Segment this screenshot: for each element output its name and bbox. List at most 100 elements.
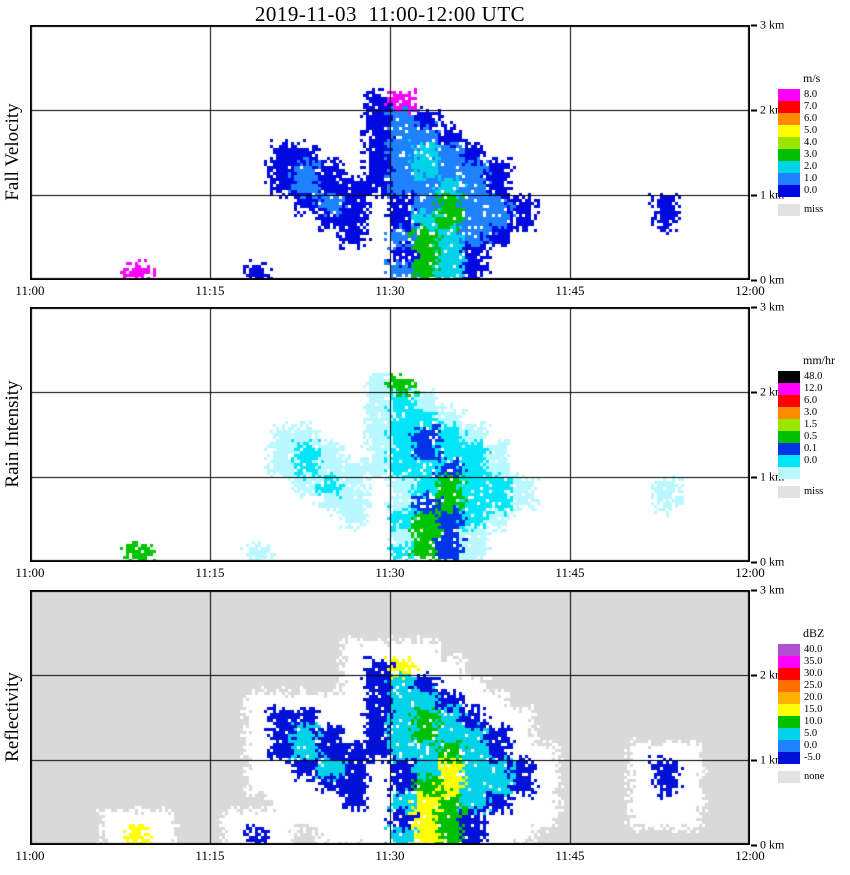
missing-label: miss [804, 204, 824, 215]
panel-rain-intensity: Rain Intensity 3 km 2 km 1 km 0 km 11:00 11:… [0, 300, 850, 592]
legend-swatch [778, 443, 800, 455]
legend-swatch [778, 467, 800, 479]
legend-label: 1.0 [804, 173, 818, 184]
colorbar-missing-entry: none [778, 771, 848, 783]
legend-swatch [778, 704, 800, 716]
colorbar-reflectivity: dBZ 40.0 35.0 30.0 25.0 20.0 15.0 10.0 5.0 0.0 -5… [778, 626, 848, 783]
x-axis-tick-label: 11:30 [375, 565, 405, 580]
legend-swatch [778, 101, 800, 113]
legend-label: 0.0 [804, 455, 818, 466]
x-axis-ticks: 11:00 11:15 11:30 11:45 12:00 [0, 848, 850, 864]
legend-row: 0.0 [778, 740, 848, 752]
y-axis-tick: 3 km [751, 300, 784, 315]
legend-row: 10.0 [778, 716, 848, 728]
y-axis-tick-label: 0 km [760, 554, 785, 569]
colorbar-unit: mm/hr [803, 353, 835, 367]
y-axis-title-fall-velocity: Fall Velocity [2, 103, 23, 201]
legend-label: 2.0 [804, 161, 818, 172]
panel-reflectivity: Reflectivity 3 km 2 km 1 km 0 km 11:00 11:15… [0, 583, 850, 875]
legend-swatch [778, 680, 800, 692]
y-axis-tick-label: 3 km [760, 299, 785, 314]
x-axis-tick-label: 11:30 [375, 848, 405, 863]
legend-label: 6.0 [804, 395, 818, 406]
legend-label: 5.0 [804, 125, 818, 136]
legend-row: 3.0 [778, 407, 848, 419]
colorbar-missing-entry: miss [778, 486, 848, 498]
legend-label: 3.0 [804, 149, 818, 160]
y-axis-title-rain-intensity: Rain Intensity [2, 380, 23, 488]
legend-row: 25.0 [778, 680, 848, 692]
legend-row: 5.0 [778, 125, 848, 137]
legend-swatch [778, 407, 800, 419]
colorbar-scale: 8.0 7.0 6.0 5.0 4.0 3.0 2.0 1.0 0.0 [778, 89, 848, 197]
colorbar-scale: 40.0 35.0 30.0 25.0 20.0 15.0 10.0 5.0 0.0 -5.0 [778, 644, 848, 764]
x-axis-tick-label: 12:00 [735, 848, 765, 863]
legend-swatch [778, 125, 800, 137]
legend-label: 4.0 [804, 137, 818, 148]
legend-label: 7.0 [804, 101, 818, 112]
colorbar-unit: m/s [803, 71, 821, 85]
y-axis-tick: 0 km [751, 555, 784, 570]
legend-swatch [778, 728, 800, 740]
fall-velocity-heatmap [30, 25, 750, 280]
legend-row: 40.0 [778, 644, 848, 656]
x-axis-tick-label: 12:00 [735, 565, 765, 580]
km-tick-mark [751, 279, 757, 281]
y-axis-tick: 0 km [751, 273, 784, 288]
km-tick-mark [751, 759, 757, 761]
km-tick-mark [751, 589, 757, 591]
y-axis-title-reflectivity: Reflectivity [2, 672, 23, 762]
missing-label: miss [804, 486, 824, 497]
legend-row: 1.5 [778, 419, 848, 431]
colorbar-scale: 48.0 12.0 6.0 3.0 1.5 0.5 0.1 0.0 [778, 371, 848, 479]
y-axis-tick-label: 3 km [760, 17, 785, 32]
legend-swatch [778, 395, 800, 407]
rain-intensity-heatmap [30, 307, 750, 562]
legend-row: 6.0 [778, 395, 848, 407]
legend-row: 5.0 [778, 728, 848, 740]
x-axis-tick-label: 11:30 [375, 283, 405, 298]
legend-row [778, 467, 848, 479]
missing-swatch [778, 486, 800, 498]
x-axis-tick-label: 11:45 [555, 848, 585, 863]
legend-swatch [778, 371, 800, 383]
legend-swatch [778, 740, 800, 752]
legend-row: 0.0 [778, 455, 848, 467]
legend-swatch [778, 161, 800, 173]
legend-label: 40.0 [804, 644, 823, 655]
colorbar-unit: dBZ [803, 626, 825, 640]
x-axis-ticks: 11:00 11:15 11:30 11:45 12:00 [0, 565, 850, 581]
legend-swatch [778, 431, 800, 443]
legend-swatch [778, 185, 800, 197]
y-axis-tick: 3 km [751, 583, 784, 598]
legend-swatch [778, 383, 800, 395]
legend-label: 0.0 [804, 740, 818, 751]
legend-row: 0.5 [778, 431, 848, 443]
legend-swatch [778, 89, 800, 101]
x-axis-tick-label: 12:00 [735, 283, 765, 298]
missing-label: none [804, 771, 825, 782]
legend-row: 4.0 [778, 137, 848, 149]
legend-row: -5.0 [778, 752, 848, 764]
legend-label: 15.0 [804, 704, 823, 715]
y-axis-tick: 0 km [751, 838, 784, 853]
x-axis-tick-label: 11:15 [195, 848, 225, 863]
km-tick-mark [751, 561, 757, 563]
y-axis-tick-label: 0 km [760, 837, 785, 852]
colorbar-fall-velocity: m/s 8.0 7.0 6.0 5.0 4.0 3.0 2.0 1.0 0.0 miss [778, 71, 848, 216]
legend-label: 5.0 [804, 728, 818, 739]
legend-label: 6.0 [804, 113, 818, 124]
legend-row: 7.0 [778, 101, 848, 113]
legend-label: 10.0 [804, 716, 823, 727]
legend-label: 3.0 [804, 407, 818, 418]
x-axis-tick-label: 11:00 [15, 565, 45, 580]
page-title: 2019-11-03 11:00-12:00 UTC [254, 2, 526, 26]
legend-row: 6.0 [778, 113, 848, 125]
y-axis-tick: 3 km [751, 18, 784, 33]
legend-row: 0.1 [778, 443, 848, 455]
legend-row: 35.0 [778, 656, 848, 668]
legend-row: 15.0 [778, 704, 848, 716]
colorbar-rain-intensity: mm/hr 48.0 12.0 6.0 3.0 1.5 0.5 0.1 0.0 miss [778, 353, 848, 498]
km-tick-mark [751, 24, 757, 26]
